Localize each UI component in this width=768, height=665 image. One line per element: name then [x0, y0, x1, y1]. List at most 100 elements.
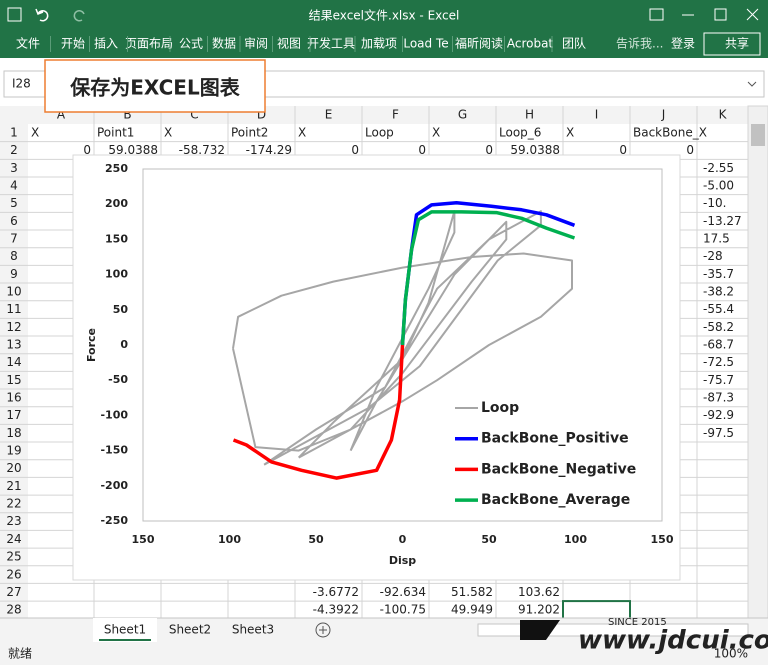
ribbon-tab[interactable]: Load Te — [403, 37, 448, 51]
row-header[interactable]: 16 — [6, 391, 21, 405]
cell[interactable]: Loop_6 — [499, 126, 541, 140]
cell[interactable]: -92.634 — [380, 585, 426, 599]
ribbon-tab[interactable]: 福昕阅读 — [455, 36, 503, 51]
redo-icon[interactable] — [73, 10, 85, 22]
column-header[interactable]: K — [719, 108, 728, 122]
cell[interactable]: -5.00 — [703, 179, 734, 193]
save-icon[interactable] — [7, 7, 22, 22]
cell[interactable]: -92.9 — [703, 408, 734, 422]
row-header[interactable]: 4 — [10, 179, 18, 193]
cell[interactable]: 0 — [485, 143, 493, 157]
cell[interactable]: -55.4 — [703, 302, 734, 316]
add-sheet[interactable] — [315, 622, 331, 638]
cell[interactable]: 49.949 — [451, 603, 493, 617]
legend-label[interactable]: Loop — [481, 400, 519, 416]
cell[interactable]: -13.27 — [703, 214, 742, 228]
column-header[interactable]: C — [190, 108, 198, 122]
row-header[interactable]: 2 — [10, 143, 18, 157]
cell[interactable]: -35.7 — [703, 267, 734, 281]
ribbon-tab[interactable]: 开发工具 — [307, 36, 355, 51]
column-header[interactable]: D — [257, 108, 266, 122]
row-header[interactable]: 14 — [6, 355, 21, 369]
cell[interactable]: -97.5 — [703, 426, 734, 440]
cell[interactable]: 0 — [418, 143, 426, 157]
share[interactable]: 共享 — [725, 36, 749, 51]
row-header[interactable]: 3 — [10, 161, 18, 175]
cell[interactable]: -58.732 — [179, 143, 225, 157]
row-header[interactable]: 15 — [6, 373, 21, 387]
row-header[interactable]: 19 — [6, 444, 21, 458]
ribbon-tab[interactable]: 团队 — [562, 36, 586, 51]
sheet-tab[interactable]: Sheet1 — [104, 623, 146, 637]
ribbon-tab[interactable]: 加载项 — [361, 37, 397, 51]
column-header[interactable]: G — [458, 108, 467, 122]
cell[interactable]: 59.0388 — [510, 143, 560, 157]
row-header[interactable]: 5 — [10, 196, 18, 210]
row-header[interactable]: 25 — [6, 550, 21, 564]
login[interactable]: 登录 — [671, 36, 695, 51]
cell[interactable]: 0 — [619, 143, 627, 157]
cell[interactable]: -4.3922 — [313, 603, 359, 617]
ribbon-tab[interactable]: 页面布局 — [125, 37, 173, 51]
column-header[interactable]: I — [595, 108, 599, 122]
ribbon-tab[interactable]: 视图 — [277, 36, 301, 51]
cell[interactable]: -28 — [703, 249, 723, 263]
cell[interactable]: BackBone_X — [633, 126, 707, 140]
sheet-tab[interactable]: Sheet2 — [169, 623, 211, 637]
cell[interactable]: -3.6772 — [313, 585, 359, 599]
row-header[interactable]: 8 — [10, 249, 18, 263]
cell[interactable]: -2.55 — [703, 161, 734, 175]
cell[interactable]: 51.582 — [451, 585, 493, 599]
cell[interactable]: -68.7 — [703, 338, 734, 352]
row-header[interactable]: 6 — [10, 214, 18, 228]
ribbon-tab[interactable]: 公式 — [179, 37, 203, 51]
chart-area[interactable] — [72, 154, 681, 581]
row-header[interactable]: 27 — [6, 585, 21, 599]
cell[interactable]: -72.5 — [703, 355, 734, 369]
undo-icon[interactable] — [35, 8, 49, 22]
ribbon-options[interactable] — [649, 8, 664, 21]
cell[interactable]: 59.0388 — [108, 143, 158, 157]
row-header[interactable]: 24 — [6, 532, 21, 546]
column-header[interactable]: F — [392, 108, 399, 122]
row-header[interactable]: 13 — [6, 338, 21, 352]
scroll-thumb[interactable] — [751, 124, 765, 146]
cell[interactable]: Point2 — [231, 126, 268, 140]
cell[interactable]: 103.62 — [518, 585, 560, 599]
row-header[interactable]: 12 — [6, 320, 21, 334]
maximize[interactable] — [714, 8, 727, 21]
row-header[interactable]: 20 — [6, 461, 21, 475]
cell[interactable]: 91.202 — [518, 603, 560, 617]
cell[interactable]: -58.2 — [703, 320, 734, 334]
cell[interactable]: X — [164, 126, 172, 140]
row-header[interactable]: 28 — [6, 603, 21, 617]
column-header[interactable]: B — [123, 108, 131, 122]
cell[interactable]: -75.7 — [703, 373, 734, 387]
cell[interactable]: -100.75 — [380, 603, 426, 617]
close[interactable] — [746, 8, 759, 21]
row-header[interactable]: 10 — [6, 285, 21, 299]
cell[interactable]: -87.3 — [703, 391, 734, 405]
column-header[interactable]: H — [525, 108, 534, 122]
ribbon-tab[interactable]: Acrobat — [507, 37, 554, 51]
cell[interactable]: -10. — [703, 196, 726, 210]
row-header[interactable]: 26 — [6, 567, 21, 581]
legend-label[interactable]: BackBone_Average — [481, 492, 630, 508]
ribbon-tab[interactable]: 插入 — [94, 37, 118, 51]
ribbon-tab[interactable]: 审阅 — [244, 36, 268, 51]
row-header[interactable]: 7 — [10, 232, 18, 246]
row-header[interactable]: 21 — [6, 479, 21, 493]
cell[interactable]: X — [566, 126, 574, 140]
cell[interactable]: X — [31, 126, 39, 140]
row-header[interactable]: 9 — [10, 267, 18, 281]
row-header[interactable]: 18 — [6, 426, 21, 440]
sheet-tab[interactable]: Sheet3 — [232, 623, 274, 637]
row-header[interactable]: 17 — [6, 408, 21, 422]
cell[interactable]: 17.5 — [703, 232, 730, 246]
column-header[interactable]: A — [57, 108, 66, 122]
cell[interactable]: Point1 — [97, 126, 134, 140]
cell[interactable]: Loop — [365, 126, 394, 140]
column-header[interactable]: E — [325, 108, 333, 122]
expand-formula[interactable] — [747, 81, 757, 87]
tell-me[interactable]: 告诉我... — [616, 37, 663, 51]
